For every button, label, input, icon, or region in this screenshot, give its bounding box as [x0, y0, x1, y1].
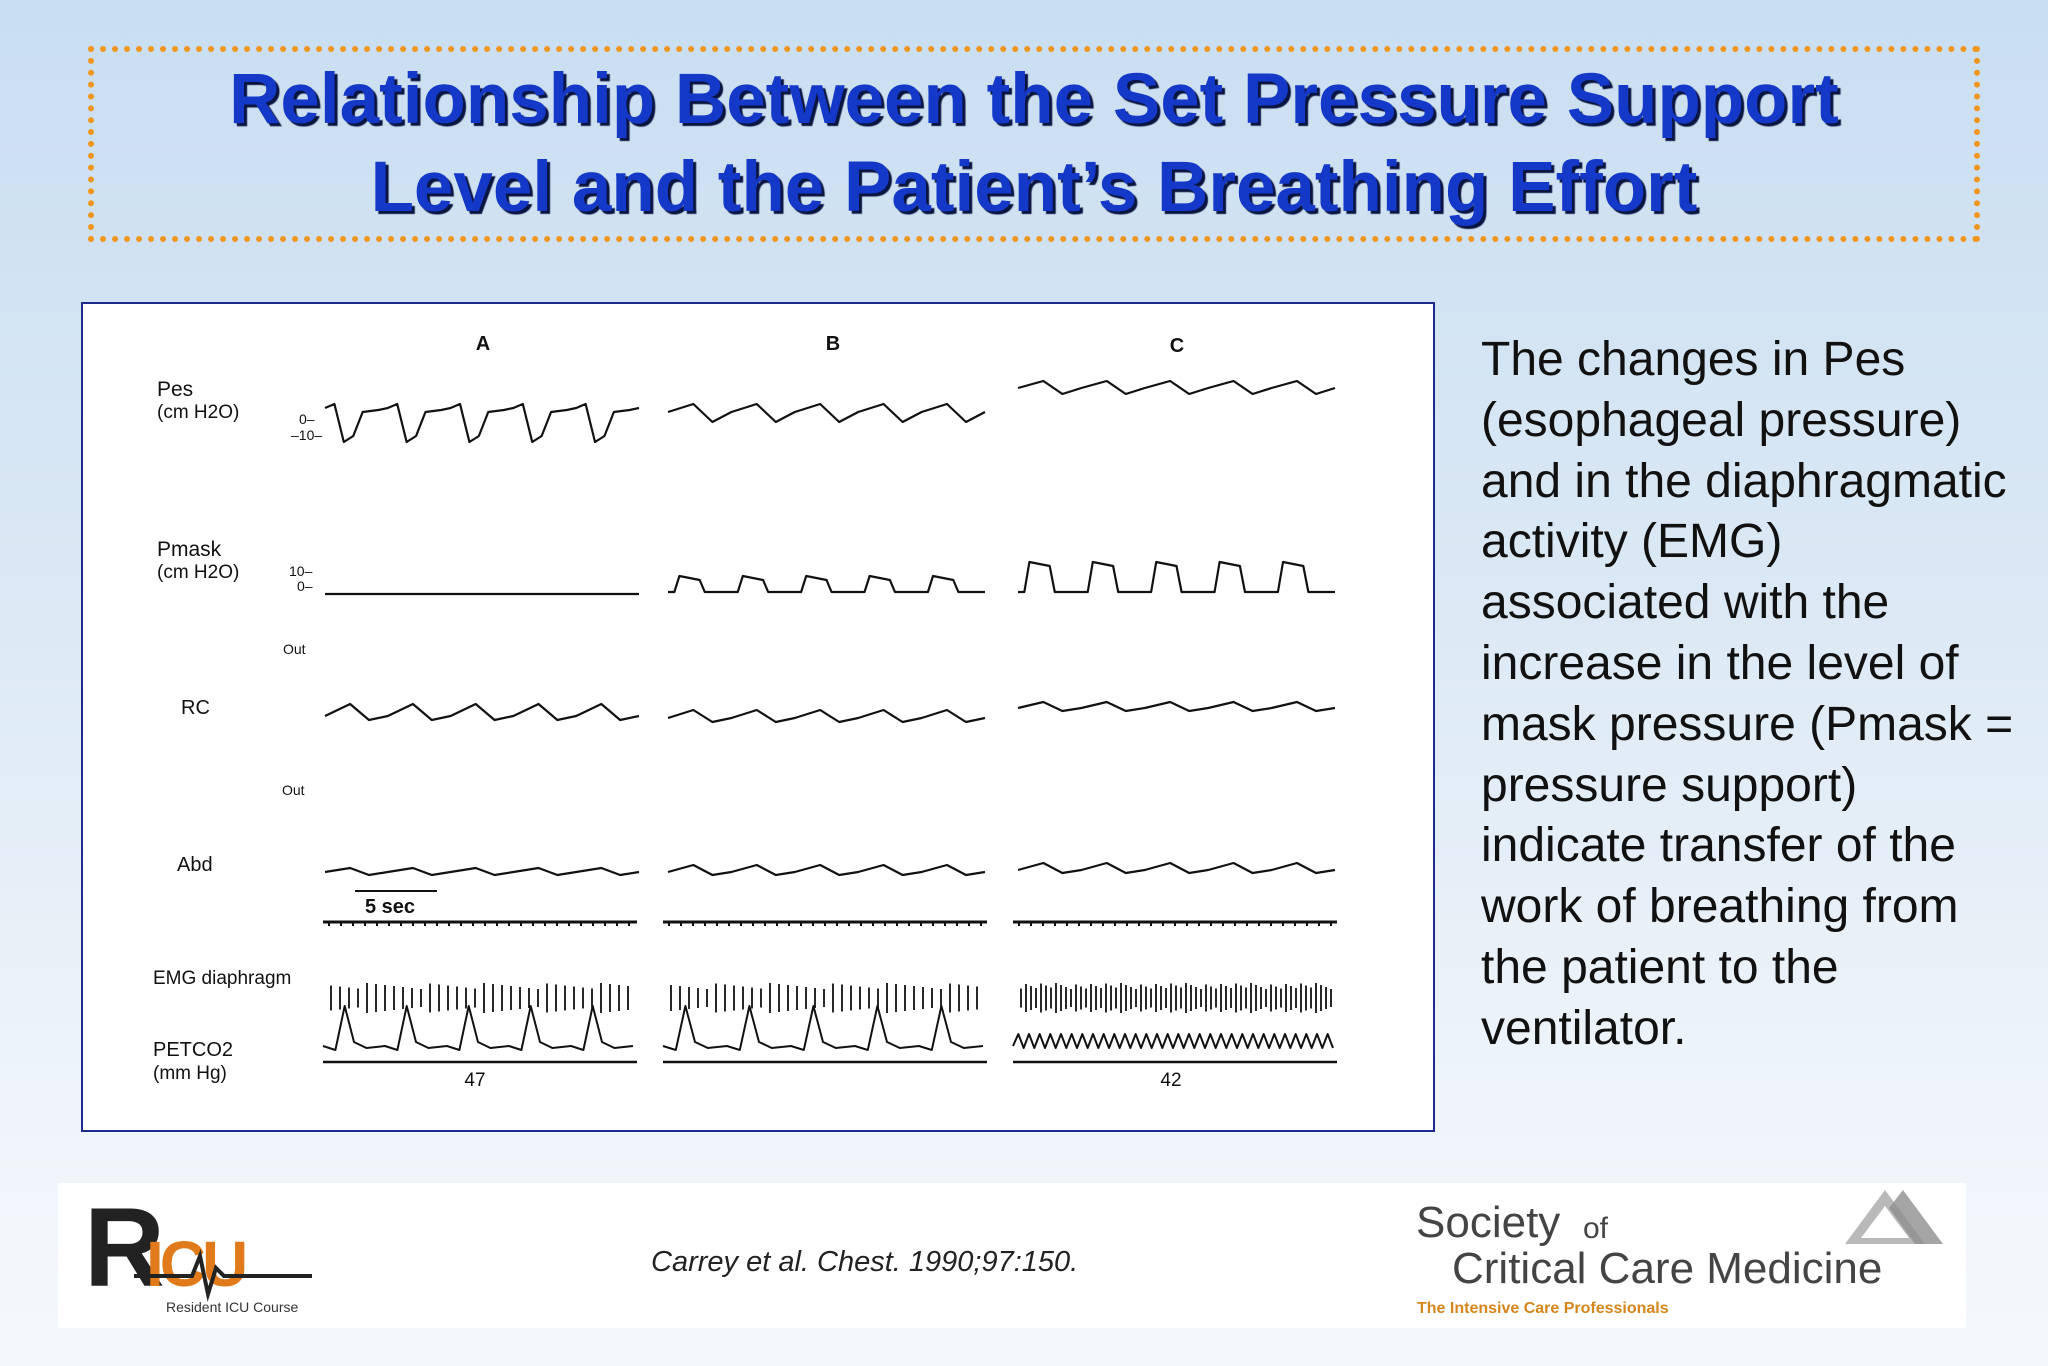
pes-trace-c [1017, 379, 1336, 396]
rc-out-label: Out [283, 641, 306, 657]
pmask-tick-10: 10– [289, 563, 313, 579]
rc-trace-b [667, 708, 986, 724]
rc-trace-c [1017, 700, 1336, 713]
pes-tick-neg10: –10– [291, 427, 322, 443]
petco2-value-a: 47 [464, 1070, 485, 1091]
emg-trace-0 [330, 983, 629, 1013]
sccm-triangle-icon [1845, 1190, 1943, 1244]
pes-units: (cm H2O) [157, 402, 239, 423]
pes-label: Pes [157, 378, 193, 401]
time-scale-label: 5 sec [365, 896, 415, 918]
abd-out-label: Out [282, 782, 305, 798]
sccm-society-text: Society [1416, 1198, 1561, 1247]
pes-trace-a [324, 402, 640, 444]
figure-panel: A B C Pes (cm H2O) 0– –10– Pmask (cm H2O… [81, 302, 1435, 1132]
petco2-value-c: 42 [1160, 1070, 1181, 1091]
description-text: The changes in Pes (esophageal pressure)… [1481, 333, 2014, 1055]
sccm-tagline: The Intensive Care Professionals [1417, 1300, 1669, 1317]
pmask-tick-0: 0– [297, 578, 313, 594]
title-box: Relationship Between the Set Pressure Su… [88, 46, 1980, 242]
citation: Carrey et al. Chest. 1990;97:150. [651, 1246, 1079, 1278]
emg-label: EMG diaphragm [153, 968, 291, 989]
pmask-trace-b [668, 574, 985, 594]
time-ticks-0 [328, 922, 630, 926]
time-ticks-1 [668, 922, 982, 926]
pmask-trace-c [1018, 560, 1335, 594]
slide-title-line-2: Level and the Patient’s Breathing Effort [370, 148, 1698, 227]
pes-tick-zero: 0– [299, 411, 315, 427]
footer-strip [58, 1183, 1966, 1328]
pes-trace-b [667, 402, 986, 424]
abd-trace-b [667, 863, 986, 877]
rc-trace-a [324, 702, 640, 722]
ecg-line-icon [134, 1249, 312, 1302]
column-label-b: B [826, 333, 840, 355]
petco2-trace-2 [1012, 1033, 1334, 1049]
sccm-name-text: Critical Care Medicine [1452, 1244, 1883, 1293]
petco2-trace-0 [322, 1005, 634, 1051]
emg-trace-1 [670, 983, 978, 1013]
sccm-of-text: of [1583, 1212, 1609, 1245]
pmask-units: (cm H2O) [157, 562, 239, 583]
slide-title-line-1: Relationship Between the Set Pressure Su… [229, 60, 1839, 139]
pmask-label: Pmask [157, 538, 222, 561]
column-label-a: A [476, 333, 490, 355]
petco2-trace-1 [662, 1005, 984, 1051]
ricu-logo-letter: R [84, 1190, 165, 1310]
abd-trace-c [1017, 861, 1336, 875]
ricu-caption: Resident ICU Course [166, 1299, 298, 1315]
petco2-units: (mm Hg) [153, 1063, 227, 1084]
abd-label: Abd [177, 854, 213, 876]
respiratory-tracings-figure: A B C Pes (cm H2O) 0– –10– Pmask (cm H2O… [153, 333, 1337, 1091]
sccm-logo: Society of Critical Care Medicine The In… [1405, 1180, 1965, 1320]
rc-label: RC [181, 697, 210, 719]
column-label-c: C [1170, 335, 1184, 357]
waveform-layer [322, 379, 1337, 1064]
ricu-logo: R ICU Resident ICU Course [84, 1190, 312, 1315]
emg-trace-2 [1020, 983, 1332, 1013]
time-ticks-2 [1018, 922, 1332, 926]
petco2-label: PETCO2 [153, 1039, 233, 1061]
abd-trace-a [324, 866, 640, 877]
